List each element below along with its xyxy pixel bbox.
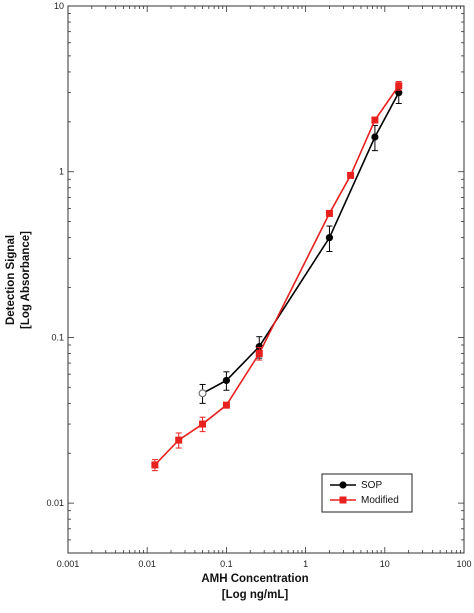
y-tick-label: 1 [59,167,64,177]
legend: SOP Modified [321,473,413,513]
series-line-modified [154,85,400,466]
data-point [222,401,230,409]
data-point [151,461,159,469]
plot-frame [67,5,465,554]
y-axis-title: Detection Signal [Log Absorbance] [5,231,32,329]
x-tick-label: 10 [380,559,390,569]
data-point [255,349,263,357]
data-point [371,133,379,141]
y-tick-labels: 0.01 0.1 1 10 [46,1,64,508]
data-point [347,171,355,179]
x-tick-label: 1 [303,559,308,569]
x-tick-label: 0.01 [138,559,156,569]
y-tick-label: 0.1 [51,332,64,342]
data-point [325,234,334,242]
y-axis-title-line2: [Log Absorbance] [20,231,32,329]
data-point [222,376,230,385]
series-sop [198,82,403,404]
x-axis-title-line1: AMH Concentration [201,573,308,585]
data-point [371,116,379,124]
y-tick-label: 10 [54,1,64,11]
x-tick-label: 100 [456,559,471,569]
legend-marker-modified [339,496,347,504]
data-point [325,209,333,217]
axis-ticks-layer [67,5,465,554]
x-tick-label: 0.1 [220,559,233,569]
data-point [199,420,207,428]
x-tick-labels: 0.001 0.01 0.1 1 10 100 [57,559,472,569]
y-tick-label: 0.01 [46,498,64,508]
data-point [395,82,403,90]
x-tick-label: 0.001 [57,559,80,569]
series-modified [151,81,403,472]
data-point [175,436,183,444]
data-point [395,89,403,97]
x-axis-title-line2: [Log ng/mL] [222,589,289,601]
series-layer [151,81,403,472]
legend-label-modified: Modified [361,495,399,506]
data-point [198,389,207,398]
legend-label-sop: SOP [361,480,382,491]
series-line-sop [202,92,400,394]
legend-box [321,473,413,513]
legend-marker-sop [339,481,347,489]
y-axis-title-line1: Detection Signal [5,235,17,325]
